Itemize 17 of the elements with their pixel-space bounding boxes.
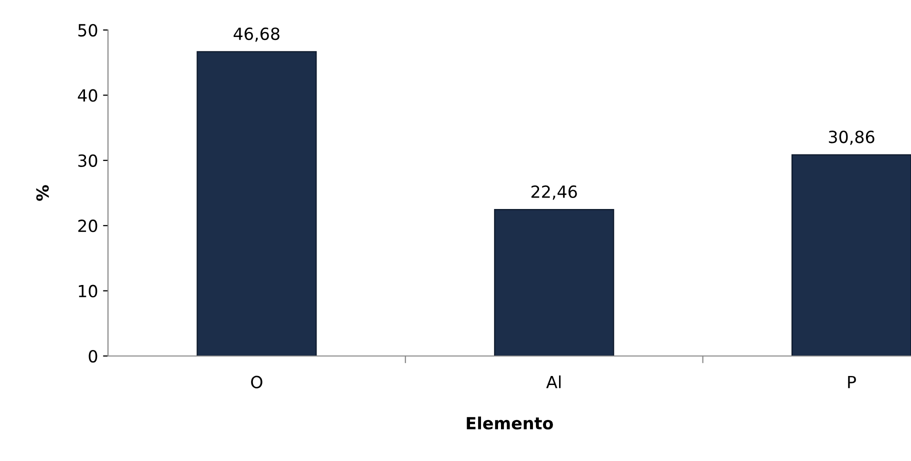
y-tick-label: 30: [78, 154, 98, 167]
y-tick-label: 50: [78, 24, 98, 37]
y-tick-label: 0: [88, 350, 98, 363]
x-axis-title: Elemento: [466, 416, 553, 430]
y-axis-title: %: [36, 185, 49, 201]
bar: [494, 209, 614, 356]
y-tick-label: 20: [78, 220, 98, 232]
y-tick-label: 40: [78, 89, 98, 102]
data-label: 30,86: [828, 130, 874, 145]
data-label: 22,46: [531, 185, 577, 200]
bar: [791, 154, 911, 356]
x-tick-label: Al: [546, 375, 561, 388]
y-tick-label: 10: [78, 284, 98, 298]
bar: [196, 51, 317, 356]
x-tick-label: O: [251, 376, 262, 388]
data-label: 46,68: [234, 27, 280, 42]
x-tick-label: P: [848, 376, 856, 388]
